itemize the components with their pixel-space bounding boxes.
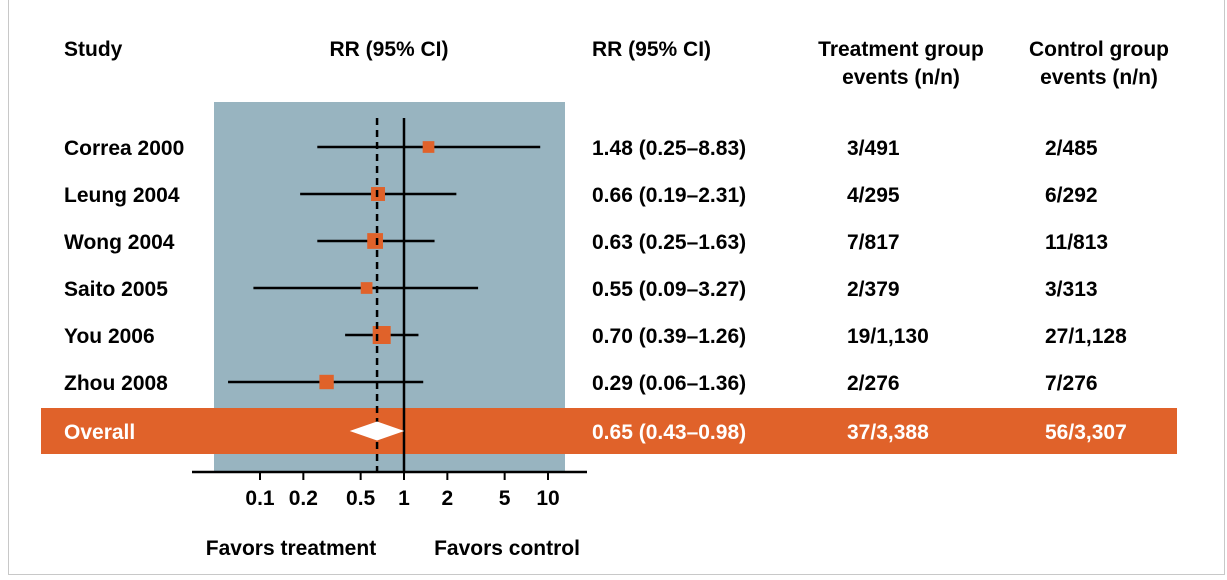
study-name: Wong 2004: [64, 231, 175, 254]
figure-frame: Study RR (95% CI) RR (95% CI) Treatment …: [8, 0, 1225, 575]
overall-control-events: 56/3,307: [1045, 421, 1127, 444]
study-treatment-events: 2/276: [847, 372, 900, 395]
overall-diamond: [349, 421, 405, 441]
forest-plot: Study RR (95% CI) RR (95% CI) Treatment …: [41, 38, 1177, 560]
study-point-marker: [422, 141, 435, 153]
plot-marks: [228, 118, 541, 472]
study-name: Zhou 2008: [64, 372, 168, 395]
overall-treatment-events: 37/3,388: [847, 421, 929, 444]
x-tick-label: 2: [442, 487, 454, 510]
header-treatment-line1: Treatment group: [818, 38, 984, 61]
study-name: Leung 2004: [64, 184, 180, 207]
header-plot: RR (95% CI): [329, 38, 448, 61]
favors-treatment-label: Favors treatment: [206, 537, 376, 560]
study-rr-text: 0.63 (0.25–1.63): [592, 231, 746, 254]
x-tick-label: 1: [398, 487, 410, 510]
study-control-events: 3/313: [1045, 278, 1098, 301]
x-tick-label: 0.2: [289, 487, 318, 510]
study-treatment-events: 2/379: [847, 278, 900, 301]
study-point-marker: [319, 374, 334, 390]
header-treatment-line2: events (n/n): [842, 66, 960, 89]
study-rr-text: 1.48 (0.25–8.83): [592, 137, 746, 160]
study-treatment-events: 4/295: [847, 184, 900, 207]
study-control-events: 2/485: [1045, 137, 1098, 160]
study-control-events: 6/292: [1045, 184, 1098, 207]
study-name: Correa 2000: [64, 137, 184, 160]
x-tick-label: 0.5: [346, 487, 376, 510]
study-treatment-events: 7/817: [847, 231, 900, 254]
study-control-events: 11/813: [1045, 231, 1108, 254]
study-rr-text: 0.70 (0.39–1.26): [592, 325, 746, 348]
study-control-events: 27/1,128: [1045, 325, 1127, 348]
favors-control-label: Favors control: [434, 537, 580, 560]
study-name: Saito 2005: [64, 278, 168, 301]
header-study: Study: [64, 38, 123, 61]
study-treatment-events: 3/491: [847, 137, 900, 160]
x-tick-label: 10: [536, 487, 559, 510]
x-axis: 0.1 0.2 0.5 1 2 5 10: [192, 470, 587, 510]
x-tick-label: 5: [499, 487, 511, 510]
study-rr-text: 0.29 (0.06–1.36): [592, 372, 746, 395]
header-control-line1: Control group: [1029, 38, 1169, 61]
study-rr-text: 0.66 (0.19–2.31): [592, 184, 746, 207]
overall-rr-text: 0.65 (0.43–0.98): [592, 421, 746, 444]
study-control-events: 7/276: [1045, 372, 1098, 395]
study-rr-text: 0.55 (0.09–3.27): [592, 278, 746, 301]
overall-name: Overall: [64, 421, 135, 444]
study-point-marker: [372, 326, 391, 344]
study-name: You 2006: [64, 325, 155, 348]
header-rr: RR (95% CI): [592, 38, 711, 61]
study-point-marker: [360, 282, 373, 294]
study-rows: Correa 2000 1.48 (0.25–8.83) 3/491 2/485 Leu…: [64, 137, 1127, 444]
overall-band: [41, 408, 1177, 454]
study-point-marker: [367, 233, 383, 249]
header-control-line2: events (n/n): [1040, 66, 1158, 89]
x-tick-label: 0.1: [245, 487, 275, 510]
study-treatment-events: 19/1,130: [847, 325, 929, 348]
